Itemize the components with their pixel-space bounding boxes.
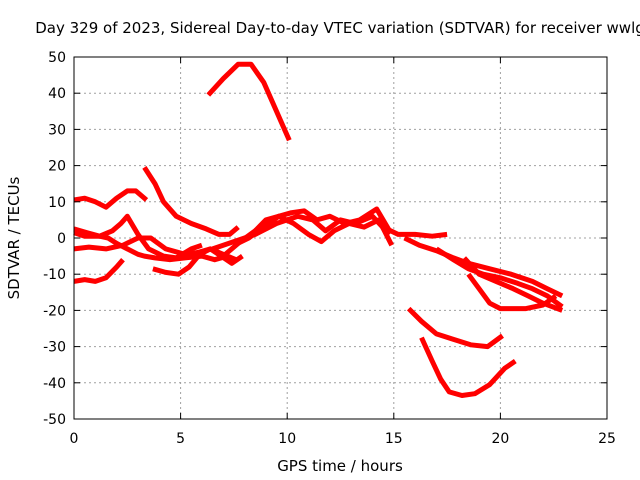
series-track-17: [406, 306, 504, 350]
series-track-8: [206, 61, 292, 142]
y-tick-label: -30: [43, 340, 66, 356]
series-track-12: [382, 224, 448, 239]
y-tick-label: 30: [48, 122, 66, 138]
series-track-6: [142, 166, 240, 237]
axis-ticks: 0 5 10 15 20 25 -50 -40 -30 -20 -10 0 10 20 30 40 50: [43, 50, 616, 447]
x-tick-label: 25: [598, 431, 616, 447]
y-tick-label: -50: [43, 412, 66, 428]
x-tick-label: 15: [385, 431, 403, 447]
y-tick-label: 50: [48, 50, 66, 66]
y-tick-label: 0: [57, 231, 66, 247]
series-track-11: [232, 213, 394, 248]
series-track-3: [73, 188, 149, 210]
series-track-7: [152, 246, 244, 277]
x-tick-label: 10: [278, 431, 296, 447]
series-track-4: [73, 258, 125, 284]
x-axis-label: GPS time / hours: [277, 457, 403, 475]
x-tick-label: 0: [70, 431, 79, 447]
grid-lines: [74, 57, 607, 419]
series-track-13: [403, 235, 564, 299]
chart-title: Day 329 of 2023, Sidereal Day-to-day VTE…: [35, 19, 640, 37]
y-tick-label: -40: [43, 376, 66, 392]
series-track-2: [73, 213, 203, 261]
series-track-18: [419, 336, 517, 398]
series-track-16: [466, 272, 558, 312]
y-axis-label: SDTVAR / TECUs: [5, 176, 23, 299]
y-tick-label: -20: [43, 303, 66, 319]
y-tick-label: -10: [43, 267, 66, 283]
y-tick-label: 10: [48, 195, 66, 211]
data-series-group: [73, 61, 564, 398]
x-tick-label: 5: [176, 431, 185, 447]
x-tick-label: 20: [491, 431, 509, 447]
y-tick-label: 20: [48, 159, 66, 175]
y-tick-label: 40: [48, 86, 66, 102]
series-track-14: [435, 246, 564, 309]
